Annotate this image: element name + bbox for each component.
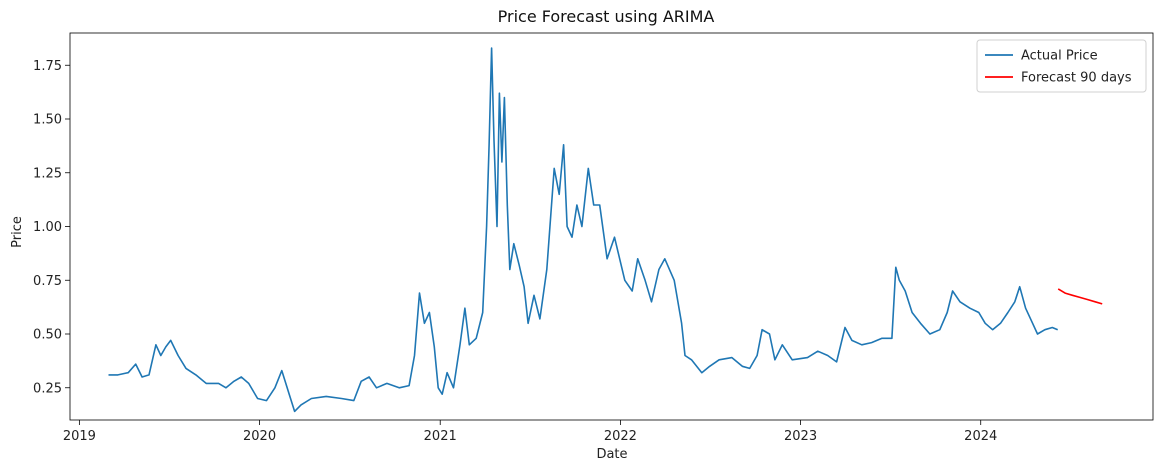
- x-tick-label: 2024: [964, 429, 997, 444]
- x-tick-label: 2023: [784, 429, 817, 444]
- series-line-1: [1057, 288, 1103, 305]
- legend-box: [976, 39, 1147, 93]
- y-tick-label: 0.50: [33, 328, 62, 343]
- x-axis-label: Date: [596, 447, 627, 462]
- x-tick-label: 2019: [63, 429, 96, 444]
- y-tick-label: 0.25: [33, 381, 62, 396]
- legend-label-0: Actual Price: [1021, 49, 1098, 64]
- legend-label-1: Forecast 90 days: [1021, 71, 1132, 86]
- series-line-0: [108, 47, 1059, 413]
- x-tick-label: 2022: [604, 429, 637, 444]
- y-tick-label: 0.75: [33, 274, 62, 289]
- y-axis-label: Price: [10, 216, 25, 248]
- y-tick-label: 1.00: [33, 220, 62, 235]
- y-tick-label: 1.50: [33, 113, 62, 128]
- chart-title: Price Forecast using ARIMA: [498, 7, 715, 26]
- x-tick-label: 2021: [424, 429, 457, 444]
- x-tick-label: 2020: [243, 429, 276, 444]
- plot-area: 2019 2020 2021 2022 2023 2024 0.25 0.50 0.75 1.00…: [33, 32, 1154, 444]
- legend: Actual Price Forecast 90 days: [976, 39, 1147, 93]
- y-tick-label: 1.25: [33, 166, 62, 181]
- y-tick-label: 1.75: [33, 59, 62, 74]
